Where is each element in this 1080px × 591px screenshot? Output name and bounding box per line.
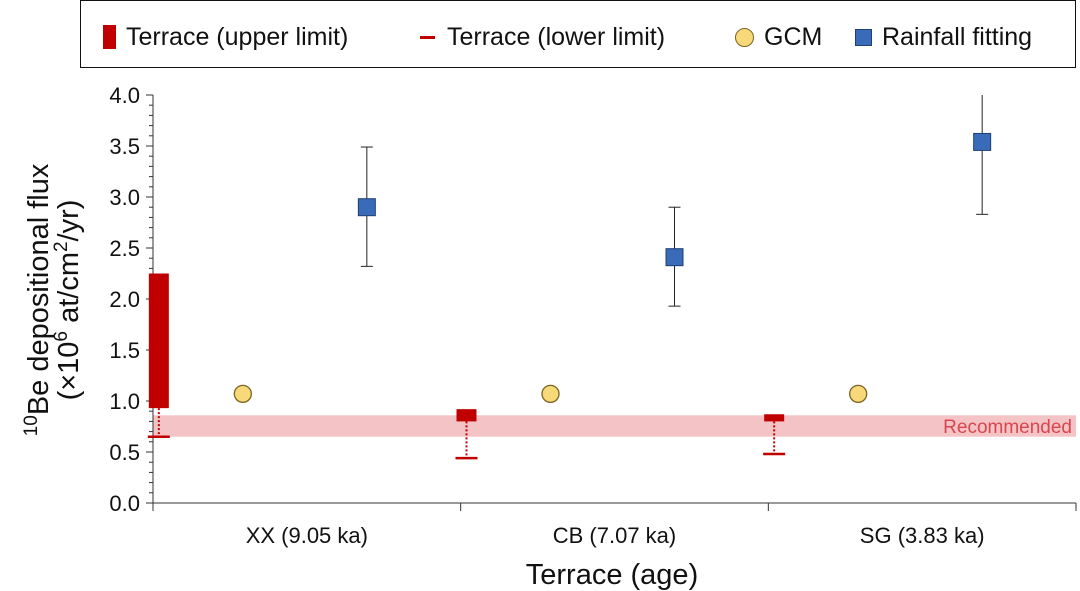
y-tick-label: 0.0 (109, 491, 140, 516)
legend-item-gcm: GCM (735, 21, 822, 53)
recommended-label: Recommended (943, 417, 1072, 438)
y-tick-label: 1.5 (109, 338, 140, 363)
y-axis-title-line1: 10Be depositional flux (21, 163, 55, 436)
gcm-swatch (735, 27, 754, 47)
gcm-point (541, 384, 560, 404)
gcm-point (233, 384, 252, 404)
upper-limit-swatch (103, 25, 116, 49)
x-tick-label: SG (3.83 ka) (860, 523, 985, 548)
legend: Terrace (upper limit) Terrace (lower lim… (80, 0, 1076, 68)
y-axis-title: 10Be depositional flux (×106 at/cm2/yr) (21, 163, 85, 436)
x-tick-label: CB (7.07 ka) (553, 523, 677, 548)
rainfall-swatch (855, 28, 872, 46)
y-tick-label: 4.0 (109, 83, 140, 108)
data-layer (147, 95, 992, 460)
upper-limit-bar (456, 409, 477, 422)
upper-limit-bar (148, 273, 169, 409)
rainfall-point (973, 132, 992, 151)
y-tick-label: 0.5 (109, 440, 140, 465)
legend-item-rain: Rainfall fitting (855, 21, 1032, 53)
y-tick-label: 3.5 (109, 134, 140, 159)
lower-limit-swatch (420, 35, 435, 39)
y-tick-label: 2.0 (109, 287, 140, 312)
upper-limit-bar (764, 414, 785, 422)
rainfall-point (665, 248, 684, 267)
x-tick-label: XX (9.05 ka) (246, 523, 368, 548)
legend-label-lower: Terrace (lower limit) (447, 22, 666, 51)
gcm-point (849, 384, 868, 404)
rainfall-point (357, 198, 376, 217)
y-tick-label: 3.0 (109, 185, 140, 210)
x-axis-title: Terrace (age) (526, 559, 698, 591)
axes-layer: 0.0 0.5 1.0 1.5 2.0 2.5 3.0 3.5 4.0 XX (9.05 ka) C… (109, 83, 1077, 548)
legend-item-upper: Terrace (upper limit) (103, 21, 348, 53)
recommended-band-layer: Recommended (153, 415, 1076, 438)
legend-label-gcm: GCM (764, 22, 823, 51)
y-tick-label: 1.0 (109, 389, 140, 414)
legend-label-rain: Rainfall fitting (882, 22, 1033, 51)
y-tick-label: 2.5 (109, 236, 140, 261)
recommended-band (153, 415, 1076, 437)
legend-label-upper: Terrace (upper limit) (126, 22, 349, 51)
y-axis-title-line2: (×106 at/cm2/yr) (51, 200, 85, 401)
legend-item-lower: Terrace (lower limit) (416, 21, 665, 53)
